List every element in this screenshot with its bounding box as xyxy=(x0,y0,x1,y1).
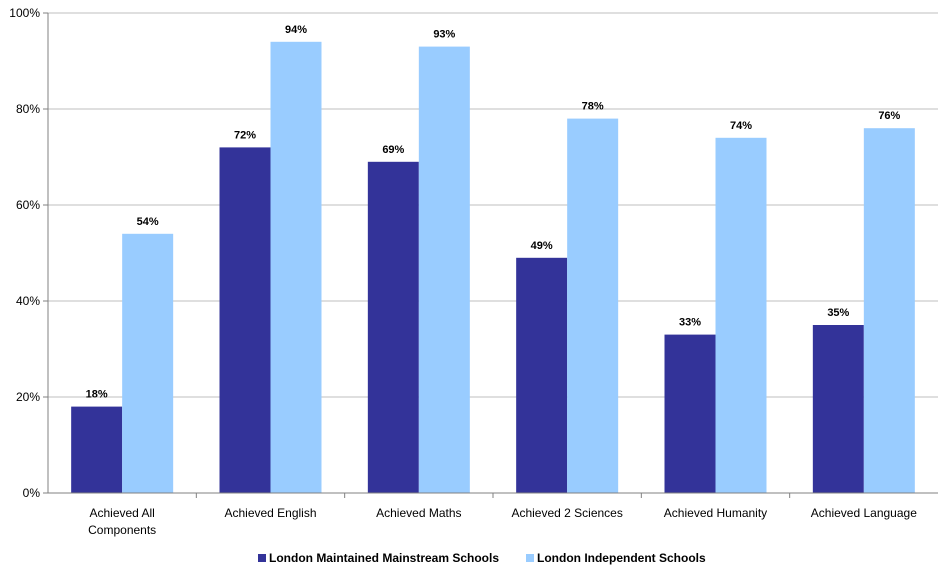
axis-layer: 0% 20% 40% 60% 80% 100% Achieved All Components… xyxy=(9,6,938,537)
data-label: 93% xyxy=(433,29,455,41)
legend-label: London Independent Schools xyxy=(537,551,706,565)
data-label: 72% xyxy=(234,129,256,141)
bar-maintained xyxy=(812,325,864,493)
legend-swatch xyxy=(258,554,266,562)
legend: London Maintained Mainstream Schools Lond… xyxy=(258,551,706,565)
x-tick-label: Components xyxy=(88,523,156,537)
data-label: 94% xyxy=(285,24,307,36)
bar-independent xyxy=(270,41,322,494)
bar-independent xyxy=(122,233,174,494)
bar-maintained xyxy=(71,406,123,493)
x-tick-label: Achieved 2 Sciences xyxy=(511,506,622,520)
label-layer: 18% 54% 72% 94% 69% 93% 49% 78% 33% 74% 35% 76% xyxy=(86,24,901,401)
data-label: 69% xyxy=(382,144,404,156)
x-tick-label: Achieved Maths xyxy=(376,506,461,520)
x-tick-label: Achieved English xyxy=(224,506,316,520)
legend-label: London Maintained Mainstream Schools xyxy=(269,551,499,565)
data-label: 49% xyxy=(531,240,553,252)
bar-independent xyxy=(567,118,619,493)
bar-maintained xyxy=(516,257,568,493)
bar-maintained xyxy=(219,147,271,493)
bar-maintained xyxy=(664,334,716,493)
y-tick-label: 100% xyxy=(9,6,40,20)
bar-layer xyxy=(71,41,915,494)
y-tick-label: 0% xyxy=(23,486,41,500)
x-tick-label: Achieved All xyxy=(89,506,154,520)
data-label: 78% xyxy=(582,101,604,113)
x-tick-label: Achieved Language xyxy=(811,506,917,520)
y-tick-label: 20% xyxy=(16,390,40,404)
bar-independent xyxy=(715,137,767,494)
data-label: 35% xyxy=(827,307,849,319)
y-tick-label: 60% xyxy=(16,198,40,212)
bar-independent xyxy=(863,128,915,493)
y-tick-label: 80% xyxy=(16,102,40,116)
bar-maintained xyxy=(367,161,419,494)
data-label: 74% xyxy=(730,120,752,132)
y-tick-label: 40% xyxy=(16,294,40,308)
data-label: 33% xyxy=(679,317,701,329)
legend-swatch xyxy=(526,554,534,562)
x-tick-label: Achieved Humanity xyxy=(664,506,767,520)
bar-independent xyxy=(418,46,470,493)
data-label: 54% xyxy=(137,216,159,228)
grid-layer xyxy=(48,12,938,398)
data-label: 76% xyxy=(878,110,900,122)
data-label: 18% xyxy=(86,389,108,401)
